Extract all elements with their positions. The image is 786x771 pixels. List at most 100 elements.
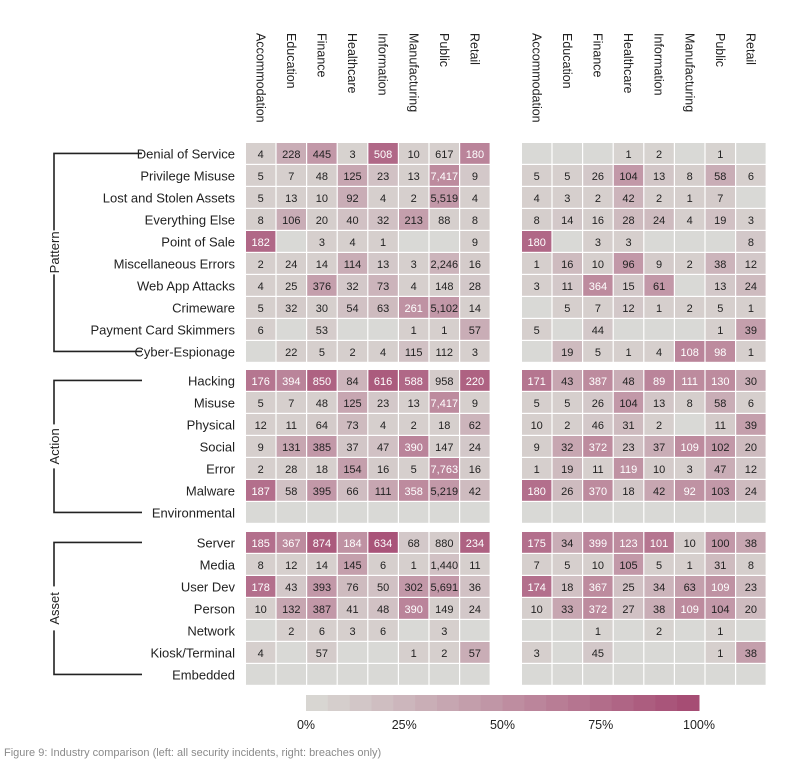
heat-cell <box>583 392 613 413</box>
row-label-person: Person <box>194 602 235 617</box>
heat-cell <box>552 143 582 164</box>
cell-value: 125 <box>343 398 361 410</box>
legend-tick: 25% <box>392 718 417 732</box>
row-label-embedded: Embedded <box>172 668 235 683</box>
heat-cell <box>399 341 429 362</box>
heat-cell <box>429 532 459 553</box>
heat-cell <box>613 143 644 164</box>
cell-value: 37 <box>653 442 665 454</box>
legend-swatch <box>502 695 525 711</box>
cell-value: 57 <box>469 325 481 337</box>
heat-cell <box>705 642 735 663</box>
cell-value: 5 <box>656 560 662 572</box>
heat-cell <box>429 231 459 252</box>
cell-value: 2 <box>687 259 693 271</box>
cell-value: 1 <box>595 626 601 638</box>
cell-value: 1 <box>411 560 417 572</box>
cell-value: 92 <box>346 193 358 205</box>
heat-cell <box>522 598 552 619</box>
cell-value: 4 <box>349 237 355 249</box>
heat-cell <box>522 297 552 318</box>
heat-cell <box>522 620 552 641</box>
cell-value: 617 <box>435 149 453 161</box>
cell-value: 24 <box>653 215 665 227</box>
cell-value: 4 <box>534 193 540 205</box>
heat-cell <box>276 458 306 479</box>
column-label-finance-breaches: Finance <box>591 33 605 78</box>
cell-value: 7 <box>717 193 723 205</box>
heat-cell <box>613 458 644 479</box>
heat-cell <box>368 620 398 641</box>
heat-cell <box>705 458 735 479</box>
cell-value: 24 <box>745 486 757 498</box>
heat-cell <box>705 297 735 318</box>
heat-cell <box>736 502 766 523</box>
row-label-network: Network <box>187 624 235 639</box>
heat-cell <box>675 664 705 685</box>
heat-cell <box>736 319 766 340</box>
heat-cell <box>644 187 674 208</box>
heat-cell <box>276 275 306 296</box>
cell-value: 39 <box>745 420 757 432</box>
heat-cell <box>307 209 337 230</box>
heat-cell <box>246 598 276 619</box>
heat-cell <box>552 554 582 575</box>
cell-value: 24 <box>469 442 481 454</box>
heat-cell <box>429 502 459 523</box>
cell-value: 39 <box>745 325 757 337</box>
cell-value: 24 <box>285 259 297 271</box>
heat-cell <box>368 275 398 296</box>
heat-cell <box>337 319 368 340</box>
heat-cell <box>399 231 429 252</box>
figure-caption: Figure 9: Industry comparison (left: all… <box>4 747 382 759</box>
cell-value: 10 <box>255 604 267 616</box>
legend-swatch <box>589 695 613 711</box>
heat-cell <box>307 502 337 523</box>
heat-cell <box>276 554 306 575</box>
heat-cell <box>399 664 429 685</box>
heat-cell <box>307 436 337 457</box>
heat-cell <box>276 598 306 619</box>
heat-cell <box>399 297 429 318</box>
cell-value: 367 <box>282 538 300 550</box>
cell-value: 5 <box>319 347 325 359</box>
cell-value: 387 <box>589 376 607 388</box>
heat-cell <box>337 502 368 523</box>
heat-cell <box>705 253 735 274</box>
cell-value: 8 <box>258 215 264 227</box>
heat-cell <box>644 458 674 479</box>
cell-value: 15 <box>622 281 634 293</box>
heat-cell <box>307 275 337 296</box>
heat-cell <box>613 414 644 435</box>
cell-value: 12 <box>255 420 267 432</box>
heat-cell <box>613 209 644 230</box>
heat-cell <box>337 576 368 597</box>
heat-cell <box>675 436 705 457</box>
heat-cell <box>705 392 735 413</box>
heat-cell <box>246 532 276 553</box>
heat-cell <box>522 480 552 501</box>
heat-cell <box>736 165 766 186</box>
legend-swatch <box>393 695 416 711</box>
heat-cell <box>337 620 368 641</box>
heat-cell <box>429 554 459 575</box>
cell-value: 2 <box>656 149 662 161</box>
cell-value: 1 <box>717 325 723 337</box>
heat-cell <box>705 502 735 523</box>
heat-cell <box>552 458 582 479</box>
heat-cell <box>460 165 490 186</box>
legend-tick: 100% <box>683 718 715 732</box>
cell-value: 5 <box>258 171 264 183</box>
heat-cell <box>552 165 582 186</box>
heat-cell <box>276 370 306 391</box>
heat-cell <box>337 165 368 186</box>
heat-cell <box>368 143 398 164</box>
cell-value: 73 <box>346 420 358 432</box>
cell-value: 7,417 <box>431 171 459 183</box>
heat-cell <box>552 392 582 413</box>
heat-cell <box>613 664 644 685</box>
cell-value: 102 <box>711 442 729 454</box>
heat-cell <box>276 319 306 340</box>
legend-swatch <box>306 695 329 711</box>
